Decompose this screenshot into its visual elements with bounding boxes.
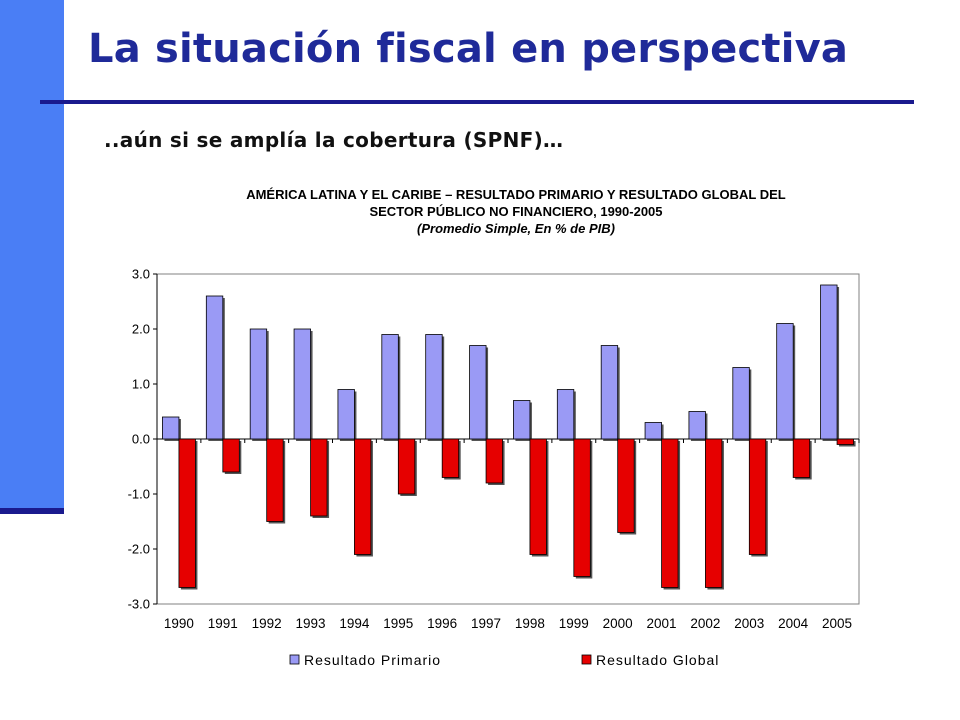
legend-global-label: Resultado Global [596, 652, 719, 668]
x-tick-label: 1995 [383, 616, 413, 631]
chart-title-line-1: AMÉRICA LATINA Y EL CARIBE – RESULTADO P… [246, 187, 786, 202]
legend: Resultado Primario Resultado Global [289, 652, 719, 668]
bar-resultado-global [222, 438, 240, 473]
y-tick-label: 0.0 [132, 432, 150, 447]
slide-title: La situación fiscal en perspectiva [88, 26, 849, 72]
x-tick-label: 2004 [778, 616, 809, 631]
bar-resultado-primario [732, 367, 750, 440]
bar-resultado-primario [776, 323, 794, 440]
y-tick-label: -1.0 [128, 487, 150, 502]
y-tick-label: 1.0 [132, 377, 150, 392]
side-accent-base [0, 508, 64, 514]
bar-resultado-primario [205, 295, 224, 440]
x-tick-label: 1999 [559, 616, 589, 631]
bar-resultado-global [617, 438, 635, 533]
bar-resultado-global [354, 438, 372, 555]
bar-resultado-global [266, 438, 284, 522]
chart-title-block: AMÉRICA LATINA Y EL CARIBE – RESULTADO P… [120, 186, 912, 237]
y-tick-label: 2.0 [132, 322, 150, 337]
bar-resultado-global [441, 438, 460, 478]
bar-resultado-global [485, 438, 503, 484]
bar-resultado-primario [820, 284, 838, 440]
bar-resultado-global [748, 438, 767, 555]
slide-subtitle: ..aún si se amplía la cobertura (SPNF)… [104, 128, 564, 152]
x-tick-label: 1992 [252, 616, 282, 631]
legend-primario-swatch [289, 654, 300, 665]
bar-resultado-primario [469, 345, 487, 440]
bar-resultado-primario [337, 389, 355, 440]
x-tick-label: 1996 [427, 616, 457, 631]
x-tick-label: 2005 [822, 616, 852, 631]
x-tick-label: 1993 [296, 616, 326, 631]
x-tick-label: 1998 [515, 616, 545, 631]
x-tick-label: 1990 [164, 616, 194, 631]
x-tick-label: 1991 [208, 616, 238, 631]
legend-primario-label: Resultado Primario [304, 652, 441, 668]
bar-resultado-global [310, 438, 328, 517]
bar-resultado-global [178, 438, 196, 588]
bar-resultado-primario [513, 400, 531, 440]
bar-resultado-global [661, 438, 679, 588]
bar-resultado-global [573, 438, 591, 577]
x-tick-label: 2002 [690, 616, 720, 631]
legend-global-swatch [581, 654, 592, 665]
bar-resultado-primario [293, 328, 311, 440]
x-tick-label: 2003 [734, 616, 764, 631]
x-tick-label: 2001 [647, 616, 677, 631]
bar-resultado-global [792, 438, 811, 478]
bar-resultado-global [529, 438, 547, 555]
bar-resultado-primario [600, 345, 619, 440]
bar-resultado-primario [556, 389, 575, 440]
x-axis-labels: 1990 1991 1992 1993 1994 1995 1996 1997 1998 1999… [164, 616, 852, 631]
bar-resultado-primario [644, 422, 662, 440]
x-tick-label: 1994 [339, 616, 370, 631]
chart-unit-note: (Promedio Simple, En % de PIB) [417, 221, 615, 236]
bar-resultado-global [397, 438, 416, 495]
bar-resultado-primario [425, 334, 443, 440]
bar-resultado-global [705, 438, 723, 588]
x-tick-label: 2000 [603, 616, 633, 631]
bar-resultado-primario [688, 411, 706, 440]
chart-title-line-2: SECTOR PÚBLICO NO FINANCIERO, 1990-2005 [369, 204, 663, 219]
bar-resultado-primario [162, 416, 180, 440]
x-tick-label: 1997 [471, 616, 501, 631]
bar-resultado-primario [381, 334, 399, 440]
y-axis: 3.0 2.0 1.0 0.0 -1.0 -2.0 -3.0 [128, 267, 158, 612]
title-divider [40, 100, 914, 104]
side-accent-bar [0, 0, 64, 512]
y-tick-label: -2.0 [128, 542, 150, 557]
y-tick-label: 3.0 [132, 267, 150, 282]
y-tick-label: -3.0 [128, 597, 150, 612]
bar-resultado-primario [249, 328, 268, 440]
bar-resultado-global [836, 438, 854, 445]
bars-group [156, 284, 860, 590]
